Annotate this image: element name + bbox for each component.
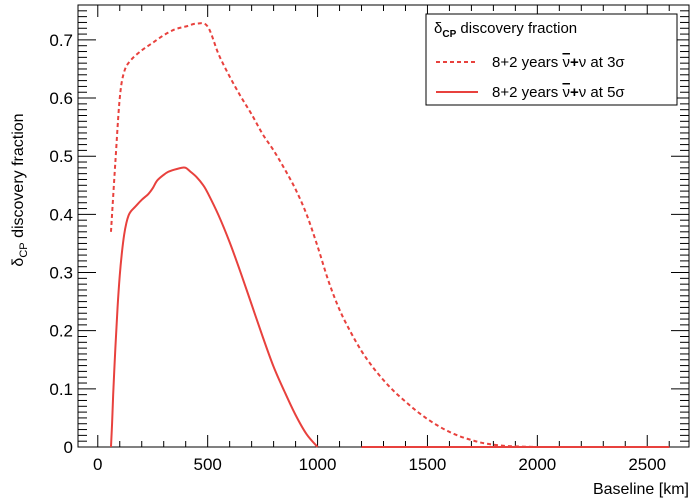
x-tick-label: 2500	[628, 455, 666, 474]
x-axis-title: Baseline [km]	[593, 481, 689, 498]
y-tick-label: 0.1	[49, 380, 73, 399]
y-tick-label: 0	[64, 438, 73, 457]
series-3sigma-line	[109, 22, 670, 449]
data-curves	[109, 22, 670, 449]
y-axis-title-rest: discovery fraction	[10, 113, 27, 242]
legend-box	[425, 13, 678, 106]
legend-entry-3sigma-mid: at	[586, 54, 607, 71]
legend-entry-3sigma-sigma: 3σ	[607, 54, 625, 71]
y-tick-label: 0.6	[49, 89, 73, 108]
x-tick-label: 2000	[518, 455, 556, 474]
series-5sigma-line	[109, 166, 319, 448]
legend-title-delta: δ	[434, 20, 442, 37]
axis-tick-labels: 0 500 1000 1500 2000 2500 0 0.1 0.2 0.3 0.4 0.5 0.6 0…	[49, 31, 666, 474]
legend-title-rest: discovery fraction	[456, 20, 577, 37]
legend-entry-5sigma-plus: +	[570, 84, 579, 101]
y-axis-subscript: CP	[18, 242, 30, 257]
legend-entry-5sigma-sigma: 5σ	[607, 84, 625, 101]
legend-title-subscript: CP	[442, 29, 456, 40]
x-tick-label: 1000	[299, 455, 337, 474]
axis-ticks	[78, 5, 689, 448]
x-tick-label: 500	[193, 455, 221, 474]
legend-entry-3sigma-nubar: ν	[562, 54, 570, 71]
legend-entry-5sigma: 8+2 years ν+ν at 5σ	[492, 84, 625, 101]
y-tick-label: 0.4	[49, 205, 73, 224]
y-tick-label: 0.2	[49, 322, 73, 341]
x-tick-label: 1500	[409, 455, 447, 474]
legend-entry-3sigma-plus: +	[570, 54, 579, 71]
legend: δCP discovery fraction 8+2 years ν+ν at …	[425, 13, 678, 106]
legend-entry-5sigma-nubar: ν	[562, 84, 570, 101]
legend-entry-5sigma-nu: ν	[579, 84, 587, 101]
x-tick-label: 0	[93, 455, 102, 474]
y-tick-label: 0.5	[49, 147, 73, 166]
legend-entry-3sigma-nu: ν	[579, 54, 587, 71]
y-tick-label: 0.7	[49, 31, 73, 50]
legend-entry-5sigma-mid: at	[586, 84, 607, 101]
legend-entry-3sigma: 8+2 years ν+ν at 3σ	[492, 54, 625, 71]
legend-entry-5sigma-prefix: 8+2 years	[492, 84, 562, 101]
legend-entry-3sigma-prefix: 8+2 years	[492, 54, 562, 71]
y-tick-label: 0.3	[49, 264, 73, 283]
y-axis-title: δCP discovery fraction	[10, 113, 30, 266]
legend-title: δCP discovery fraction	[434, 20, 577, 40]
y-axis-delta: δ	[10, 258, 27, 267]
